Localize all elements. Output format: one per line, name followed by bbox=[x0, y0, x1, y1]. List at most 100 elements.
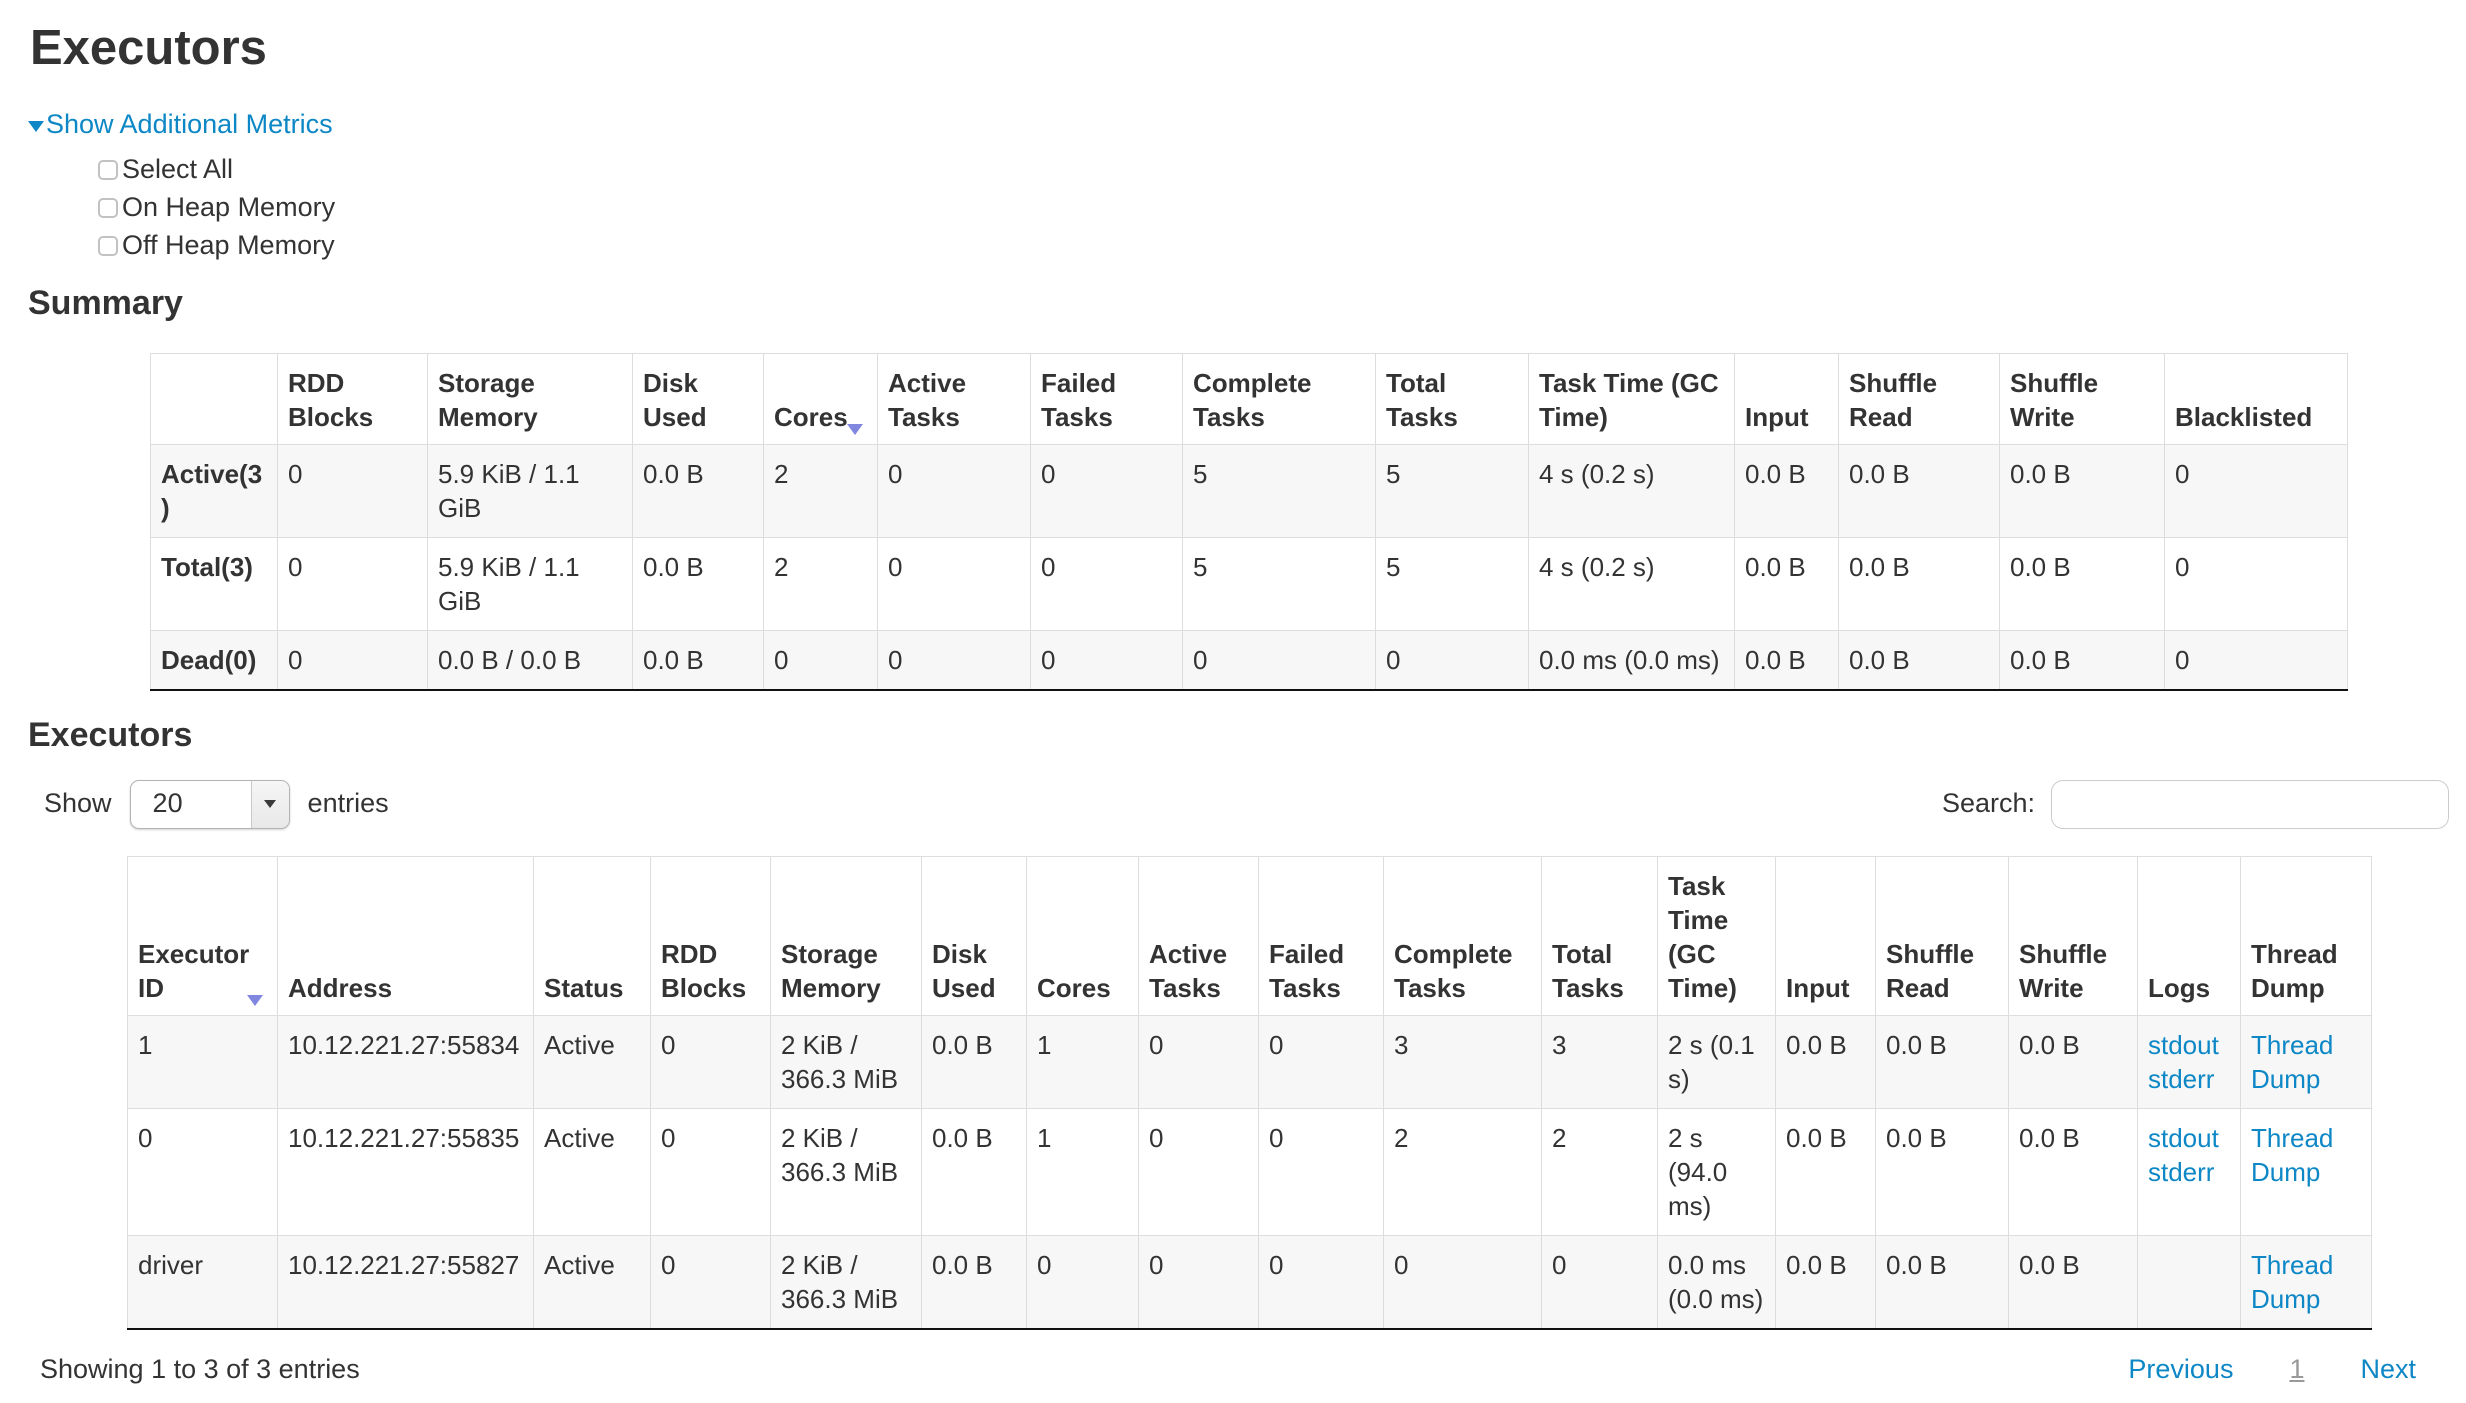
cell: 0.0 B bbox=[1838, 630, 2000, 691]
summary-row-label: Active(3) bbox=[150, 444, 278, 539]
cell-total-tasks: 3 bbox=[1541, 1014, 1658, 1109]
summary-col-active-tasks[interactable]: Active Tasks bbox=[877, 353, 1031, 446]
cell-shuffle-read: 0.0 B bbox=[1875, 1234, 2009, 1330]
summary-col-disk-used[interactable]: Disk Used bbox=[632, 353, 764, 446]
cell-task-time: 2 s (94.0 ms) bbox=[1657, 1107, 1776, 1236]
summary-col-blacklisted[interactable]: Blacklisted bbox=[2164, 353, 2348, 446]
cell: 0.0 B bbox=[1999, 444, 2165, 539]
cell-active-tasks: 0 bbox=[1138, 1107, 1259, 1236]
previous-page-link[interactable]: Previous bbox=[2128, 1353, 2234, 1384]
stderr-link[interactable]: stderr bbox=[2148, 1063, 2215, 1094]
summary-col-shuffle-read[interactable]: Shuffle Read bbox=[1838, 353, 2000, 446]
entries-info: Showing 1 to 3 of 3 entries bbox=[40, 1353, 360, 1384]
table-controls: Show 20 entries Search: bbox=[44, 779, 2449, 829]
cell-status: Active bbox=[533, 1014, 651, 1109]
select-all-checkbox[interactable] bbox=[98, 159, 118, 180]
summary-heading: Summary bbox=[28, 283, 183, 322]
on-heap-memory-label: On Heap Memory bbox=[122, 191, 336, 222]
exec-col-task-time[interactable]: Task Time (GC Time) bbox=[1657, 855, 1776, 1016]
cell: 0 bbox=[877, 444, 1031, 539]
thread-dump-link[interactable]: Thread Dump bbox=[2251, 1029, 2334, 1094]
exec-col-failed-tasks[interactable]: Failed Tasks bbox=[1258, 855, 1384, 1016]
exec-col-shuffle-write[interactable]: Shuffle Write bbox=[2008, 855, 2138, 1016]
sort-desc-icon[interactable] bbox=[847, 424, 863, 436]
off-heap-memory-checkbox[interactable] bbox=[98, 235, 118, 256]
cell-disk-used: 0.0 B bbox=[921, 1234, 1027, 1330]
on-heap-memory-checkbox[interactable] bbox=[98, 197, 118, 218]
summary-col-input[interactable]: Input bbox=[1734, 353, 1839, 446]
cell: 0.0 B bbox=[1838, 537, 2000, 632]
page-size-select[interactable]: 20 bbox=[129, 779, 290, 829]
cell-complete-tasks: 0 bbox=[1383, 1234, 1542, 1330]
cell-task-time: 0.0 ms (0.0 ms) bbox=[1657, 1234, 1776, 1330]
exec-col-thread-dump[interactable]: Thread Dump bbox=[2240, 855, 2372, 1016]
summary-col-failed-tasks[interactable]: Failed Tasks bbox=[1030, 353, 1183, 446]
exec-col-cores[interactable]: Cores bbox=[1026, 855, 1139, 1016]
cell-shuffle-read: 0.0 B bbox=[1875, 1014, 2009, 1109]
exec-col-disk-used[interactable]: Disk Used bbox=[921, 855, 1027, 1016]
cell: 0.0 B bbox=[1734, 630, 1839, 691]
exec-col-rdd-blocks[interactable]: RDD Blocks bbox=[650, 855, 771, 1016]
cell-storage-memory: 2 KiB / 366.3 MiB bbox=[770, 1014, 922, 1109]
stderr-link[interactable]: stderr bbox=[2148, 1156, 2215, 1187]
current-page-number[interactable]: 1 bbox=[2289, 1353, 2305, 1384]
cell: 4 s (0.2 s) bbox=[1528, 444, 1735, 539]
summary-col-shuffle-write[interactable]: Shuffle Write bbox=[1999, 353, 2165, 446]
sort-desc-icon[interactable] bbox=[247, 994, 263, 1006]
metrics-option-on-heap: On Heap Memory bbox=[98, 189, 2466, 227]
exec-col-executor-id[interactable]: Executor ID bbox=[127, 855, 278, 1016]
cell-shuffle-write: 0.0 B bbox=[2008, 1107, 2138, 1236]
exec-col-shuffle-read[interactable]: Shuffle Read bbox=[1875, 855, 2009, 1016]
summary-row-label: Dead(0) bbox=[150, 630, 278, 691]
cell-status: Active bbox=[533, 1107, 651, 1236]
thread-dump-link[interactable]: Thread Dump bbox=[2251, 1249, 2334, 1314]
cell: 5 bbox=[1182, 537, 1376, 632]
cell-active-tasks: 0 bbox=[1138, 1234, 1259, 1330]
metrics-option-off-heap: Off Heap Memory bbox=[98, 227, 2466, 265]
exec-col-address[interactable]: Address bbox=[277, 855, 534, 1016]
summary-row-total: Total(3) 0 5.9 KiB / 1.1 GiB 0.0 B 2 0 0… bbox=[150, 537, 2348, 632]
cell-shuffle-write: 0.0 B bbox=[2008, 1014, 2138, 1109]
cell-shuffle-read: 0.0 B bbox=[1875, 1107, 2009, 1236]
cell-disk-used: 0.0 B bbox=[921, 1014, 1027, 1109]
show-additional-metrics-link[interactable]: Show Additional Metrics bbox=[28, 107, 333, 142]
executors-header-row: Executor ID Address Status RDD Blocks St… bbox=[127, 855, 2372, 1016]
exec-col-status[interactable]: Status bbox=[533, 855, 651, 1016]
summary-row-label: Total(3) bbox=[150, 537, 278, 632]
cell-logs: stdout stderr bbox=[2137, 1014, 2241, 1109]
exec-col-input[interactable]: Input bbox=[1775, 855, 1876, 1016]
cell: 0 bbox=[1375, 630, 1529, 691]
show-entries-control: Show 20 entries bbox=[44, 779, 389, 829]
summary-col-total-tasks[interactable]: Total Tasks bbox=[1375, 353, 1529, 446]
cell-active-tasks: 0 bbox=[1138, 1014, 1259, 1109]
cell: 0.0 B bbox=[1734, 444, 1839, 539]
exec-col-complete-tasks[interactable]: Complete Tasks bbox=[1383, 855, 1542, 1016]
next-page-link[interactable]: Next bbox=[2360, 1353, 2416, 1384]
cell-storage-memory: 2 KiB / 366.3 MiB bbox=[770, 1234, 922, 1330]
search-control: Search: bbox=[1942, 779, 2449, 829]
cell: 0.0 B bbox=[1999, 537, 2165, 632]
select-dropdown-button[interactable] bbox=[250, 780, 289, 828]
cell-executor-id: 1 bbox=[127, 1014, 278, 1109]
summary-col-task-time[interactable]: Task Time (GC Time) bbox=[1528, 353, 1735, 446]
summary-col-blank[interactable] bbox=[150, 353, 278, 446]
caret-down-icon bbox=[28, 121, 44, 133]
exec-col-active-tasks[interactable]: Active Tasks bbox=[1138, 855, 1259, 1016]
cell: 0 bbox=[877, 630, 1031, 691]
cell: 0 bbox=[2164, 444, 2348, 539]
summary-col-rdd-blocks[interactable]: RDD Blocks bbox=[277, 353, 428, 446]
cell: 0 bbox=[1030, 444, 1183, 539]
exec-col-logs[interactable]: Logs bbox=[2137, 855, 2241, 1016]
exec-col-total-tasks[interactable]: Total Tasks bbox=[1541, 855, 1658, 1016]
cell-failed-tasks: 0 bbox=[1258, 1234, 1384, 1330]
exec-col-storage-memory[interactable]: Storage Memory bbox=[770, 855, 922, 1016]
metrics-option-select-all: Select All bbox=[98, 151, 2466, 189]
thread-dump-link[interactable]: Thread Dump bbox=[2251, 1122, 2334, 1187]
stdout-link[interactable]: stdout bbox=[2148, 1029, 2219, 1060]
summary-col-storage-memory[interactable]: Storage Memory bbox=[427, 353, 633, 446]
search-input[interactable] bbox=[2051, 779, 2449, 829]
summary-col-cores[interactable]: Cores bbox=[763, 353, 878, 446]
summary-col-complete-tasks[interactable]: Complete Tasks bbox=[1182, 353, 1376, 446]
stdout-link[interactable]: stdout bbox=[2148, 1122, 2219, 1153]
additional-metrics-section: Show Additional Metrics Select All On He… bbox=[28, 106, 2466, 264]
